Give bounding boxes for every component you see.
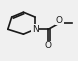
Text: N: N [32,25,38,34]
Text: O: O [45,41,52,50]
Text: O: O [56,16,63,25]
